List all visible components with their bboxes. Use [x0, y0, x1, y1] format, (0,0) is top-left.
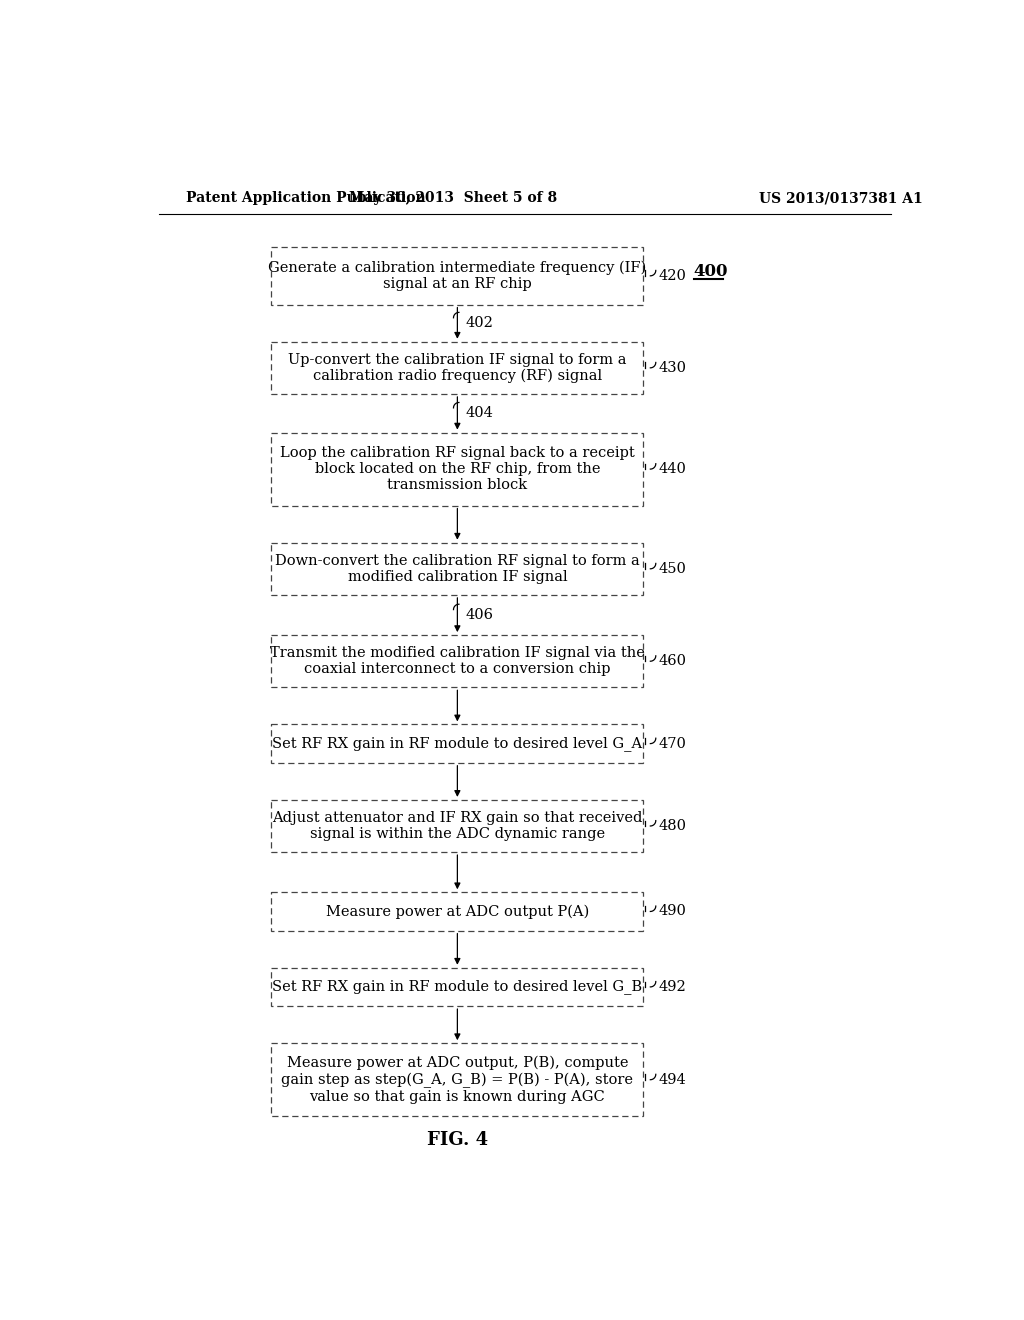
Text: Patent Application Publication: Patent Application Publication [186, 191, 426, 206]
Text: Adjust attenuator and IF RX gain so that received
signal is within the ADC dynam: Adjust attenuator and IF RX gain so that… [272, 810, 643, 841]
Text: 400: 400 [693, 264, 728, 280]
Bar [271, 968, 643, 1006]
Bar [271, 635, 643, 688]
Text: Measure power at ADC output, P(B), compute
gain step as step(G_A, G_B) = P(B) - : Measure power at ADC output, P(B), compu… [282, 1056, 634, 1104]
Text: 470: 470 [658, 737, 686, 751]
Text: FIG. 4: FIG. 4 [427, 1131, 488, 1150]
Bar [271, 433, 643, 506]
Text: 490: 490 [658, 904, 686, 919]
Bar [271, 725, 643, 763]
Text: May 30, 2013  Sheet 5 of 8: May 30, 2013 Sheet 5 of 8 [349, 191, 557, 206]
Text: US 2013/0137381 A1: US 2013/0137381 A1 [759, 191, 923, 206]
Text: Set RF RX gain in RF module to desired level G_A: Set RF RX gain in RF module to desired l… [272, 737, 642, 751]
Text: 404: 404 [465, 407, 493, 420]
Text: 420: 420 [658, 269, 686, 282]
Bar [271, 800, 643, 853]
Text: Transmit the modified calibration IF signal via the
coaxial interconnect to a co: Transmit the modified calibration IF sig… [270, 645, 645, 676]
Text: 440: 440 [658, 462, 686, 477]
Text: 494: 494 [658, 1073, 686, 1086]
Text: Measure power at ADC output P(A): Measure power at ADC output P(A) [326, 904, 589, 919]
Bar [271, 543, 643, 595]
Text: Up-convert the calibration IF signal to form a
calibration radio frequency (RF) : Up-convert the calibration IF signal to … [288, 352, 627, 383]
Bar [271, 247, 643, 305]
Text: 460: 460 [658, 655, 686, 668]
Text: 430: 430 [658, 360, 686, 375]
Text: 402: 402 [465, 317, 493, 330]
Text: 406: 406 [465, 609, 494, 622]
Text: Set RF RX gain in RF module to desired level G_B: Set RF RX gain in RF module to desired l… [272, 979, 642, 994]
Text: Generate a calibration intermediate frequency (IF)
signal at an RF chip: Generate a calibration intermediate freq… [268, 260, 646, 292]
Text: Down-convert the calibration RF signal to form a
modified calibration IF signal: Down-convert the calibration RF signal t… [275, 553, 640, 583]
Bar [271, 342, 643, 395]
Bar [271, 892, 643, 931]
Text: Loop the calibration RF signal back to a receipt
block located on the RF chip, f: Loop the calibration RF signal back to a… [280, 446, 635, 492]
Text: 480: 480 [658, 818, 686, 833]
Bar [271, 1043, 643, 1117]
Text: 492: 492 [658, 979, 686, 994]
Text: 450: 450 [658, 562, 686, 576]
